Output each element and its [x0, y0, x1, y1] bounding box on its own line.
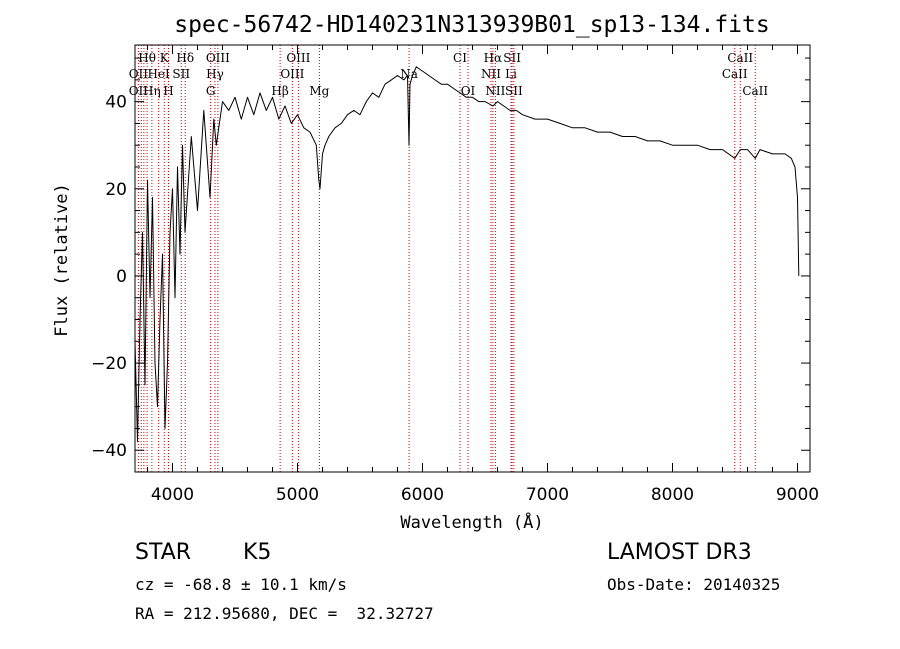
- chart-title: spec-56742-HD140231N313939B01_sp13-134.f…: [174, 12, 769, 38]
- line-label: H: [163, 84, 173, 98]
- x-tick-label: 5000: [276, 485, 319, 505]
- line-label: Hβ: [271, 84, 288, 98]
- line-label: CaII: [722, 67, 748, 81]
- line-label: Mg: [309, 84, 329, 98]
- series-layer: [134, 66, 800, 442]
- line-label: HeI: [147, 67, 170, 81]
- y-axis-label: Flux (relative): [52, 183, 72, 337]
- line-label: OIII: [280, 67, 304, 81]
- series-flux-line: [134, 66, 800, 442]
- y-tick-label: 20: [105, 180, 127, 200]
- line-label: CI: [453, 51, 467, 65]
- line-label: SII: [503, 51, 521, 65]
- x-tick-label: 6000: [401, 485, 444, 505]
- line-label: G: [206, 84, 216, 98]
- object-class: STAR: [135, 540, 192, 565]
- line-label: Na: [400, 67, 418, 81]
- x-tick-label: 8000: [651, 485, 694, 505]
- line-label: K: [160, 51, 170, 65]
- line-label: SII: [172, 67, 190, 81]
- y-tick-label: −40: [91, 441, 127, 461]
- line-label: OIII: [286, 51, 310, 65]
- coordinates-text: RA = 212.95680, DEC = 32.32727: [135, 604, 434, 623]
- x-axis-label: Wavelength (Å): [400, 511, 543, 533]
- line-label: Hγ: [206, 67, 224, 81]
- y-tick-label: 0: [116, 267, 127, 287]
- line-label: NII: [485, 84, 505, 98]
- line-label: NII: [481, 67, 501, 81]
- line-label: SII: [505, 84, 523, 98]
- object-subclass: K5: [243, 540, 272, 565]
- axis-ticks: 4000 5000 6000 7000 8000 9000 −40 −20 0 20 40: [91, 45, 819, 505]
- line-label: CaII: [742, 84, 768, 98]
- y-tick-label: 40: [105, 93, 127, 113]
- x-tick-label: 7000: [526, 485, 569, 505]
- line-label: OII: [129, 84, 149, 98]
- line-marks: [137, 45, 756, 472]
- x-tick-label: 9000: [776, 485, 819, 505]
- y-tick-label: −20: [91, 354, 127, 374]
- x-tick-label: 4000: [151, 485, 194, 505]
- line-label: Hθ: [138, 51, 156, 65]
- line-label: OII: [129, 67, 149, 81]
- obs-date-text: Obs-Date: 20140325: [607, 575, 781, 594]
- line-label: Hη: [143, 84, 161, 98]
- line-label: OIII: [206, 51, 230, 65]
- plot-frame: [134, 44, 811, 473]
- redshift-text: cz = -68.8 ± 10.1 km/s: [135, 575, 347, 594]
- survey-name: LAMOST DR3: [607, 540, 752, 565]
- line-label: OI: [461, 84, 476, 98]
- line-label: CaII: [727, 51, 753, 65]
- line-label: Hδ: [176, 51, 194, 65]
- line-label: Li: [505, 67, 517, 81]
- line-label: Hα: [484, 51, 503, 65]
